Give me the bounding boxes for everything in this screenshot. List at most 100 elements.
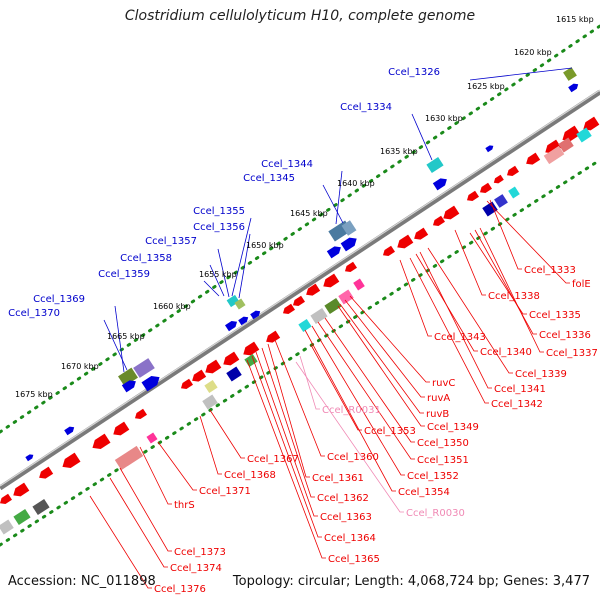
reverse-gene-label: Ccel_1365 — [328, 554, 380, 565]
reverse-gene-block — [202, 394, 218, 410]
label-layer: 1615 kbp 1620 kbp 1625 kbp 1630 kbp 1635 kbp… — [8, 15, 598, 595]
forward-leader — [209, 264, 225, 297]
gene-arrow — [432, 178, 447, 191]
forward-leader — [469, 67, 573, 81]
ruler-label: 1620 kbp — [514, 48, 552, 57]
ruler-label: 1675 kbp — [15, 390, 53, 399]
forward-gene-block — [133, 358, 155, 378]
reverse-gene-block — [146, 432, 158, 444]
gene-arrow — [250, 310, 261, 320]
gene-arrow — [62, 452, 81, 468]
map-title: Clostridium cellulolyticum H10, complete… — [124, 8, 476, 24]
forward-gene-block — [118, 367, 138, 387]
ruler-label: 1625 kbp — [467, 82, 505, 91]
reverse-leader — [454, 229, 486, 296]
reverse-leader — [344, 299, 425, 398]
reverse-gene-label: Ccel_1339 — [515, 369, 567, 380]
reverse-leader — [157, 441, 197, 491]
reverse-gene-block — [226, 366, 242, 382]
forward-gene-block — [341, 220, 357, 236]
reverse-gene-block — [204, 380, 218, 393]
ruler-label: 1640 kbp — [337, 179, 375, 188]
reverse-gene-label: Ccel_1333 — [524, 265, 576, 276]
reverse-leader — [246, 359, 326, 559]
rna-leader — [295, 361, 404, 513]
reverse-gene-block — [482, 201, 498, 217]
gene-arrow — [443, 205, 460, 220]
forward-leader — [203, 280, 220, 297]
rna-gene-label: Ccel_R0031 — [322, 405, 381, 416]
reverse-leader — [415, 253, 478, 352]
forward-gene-label: Ccel_1357 — [145, 236, 197, 247]
gene-arrow — [266, 330, 281, 343]
reverse-leader — [489, 199, 522, 270]
gene-arrow — [243, 341, 260, 356]
reverse-gene-block — [114, 445, 144, 471]
forward-leader — [217, 248, 230, 298]
gene-arrow — [134, 408, 147, 419]
gene-arrow — [493, 174, 504, 184]
gene-arrow — [25, 454, 34, 462]
reverse-leader — [486, 200, 570, 284]
reverse-gene-label: Ccel_1364 — [324, 533, 376, 544]
reverse-leader — [304, 329, 396, 492]
reverse-gene-block — [353, 278, 365, 291]
reverse-gene-block — [508, 186, 520, 199]
reverse-leader — [337, 305, 425, 427]
reverse-leader — [109, 477, 168, 568]
reverse-leader — [399, 259, 432, 337]
reverse-gene-block — [0, 519, 14, 535]
forward-gene-label: Ccel_1326 — [388, 67, 440, 78]
reverse-gene-block — [494, 194, 508, 208]
gene-arrow — [64, 426, 75, 436]
accession-label: Accession: NC_011898 — [8, 574, 156, 589]
reverse-leader — [474, 229, 537, 335]
genome-backbone — [0, 89, 600, 491]
forward-gene-label: Ccel_1369 — [33, 294, 85, 305]
gene-arrow — [568, 83, 579, 93]
forward-gene-label: Ccel_1370 — [8, 308, 60, 319]
gene-arrow — [506, 165, 519, 176]
reverse-leader — [310, 344, 362, 431]
reverse-leader — [311, 325, 405, 476]
reverse-gene-label: Ccel_1341 — [494, 384, 546, 395]
gene-arrow — [282, 303, 295, 314]
gene-arrow — [121, 380, 136, 393]
reverse-gene-label: Ccel_1368 — [224, 470, 276, 481]
reverse-gene-label: Ccel_1362 — [317, 493, 369, 504]
backbone-line — [0, 89, 600, 491]
gene-arrow — [326, 246, 341, 259]
gene-arrow — [0, 493, 12, 504]
tick-line — [0, 24, 600, 434]
ruler-label: 1670 kbp — [61, 362, 99, 371]
ruler-label: 1660 kbp — [153, 302, 191, 311]
gene-arrow — [306, 283, 321, 296]
reverse-gene-label: Ccel_1340 — [480, 347, 532, 358]
gene-arrow — [39, 466, 54, 479]
reverse-gene-block — [13, 508, 31, 526]
reverse-gene-label: Ccel_1343 — [434, 332, 486, 343]
forward-gene-block — [226, 294, 240, 308]
reverse-gene-label: Ccel_1352 — [407, 471, 459, 482]
reverse-leader — [469, 232, 527, 315]
reverse-gene-label: ruvC — [432, 378, 455, 389]
reverse-leader — [479, 227, 544, 353]
reverse-leader — [119, 467, 172, 552]
forward-gene-block — [234, 298, 246, 310]
reverse-gene-label: Ccel_1367 — [247, 454, 299, 465]
gene-arrow — [13, 482, 30, 497]
reverse-leader — [209, 409, 245, 459]
reverse-gene-label: Ccel_1336 — [539, 330, 591, 341]
forward-gene-label: Ccel_1358 — [120, 253, 172, 264]
gene-arrow — [479, 182, 492, 193]
gene-arrow — [414, 227, 429, 240]
gene-arrow — [141, 376, 160, 392]
forward-gene-block — [563, 67, 577, 81]
reverse-leader — [274, 339, 325, 457]
reverse-gene-label: Ccel_1353 — [364, 426, 416, 437]
reverse-gene-label: Ccel_1354 — [398, 487, 450, 498]
tick-track — [0, 24, 600, 547]
reverse-gene-label: Ccel_1350 — [417, 438, 469, 449]
reverse-leader — [139, 446, 172, 505]
